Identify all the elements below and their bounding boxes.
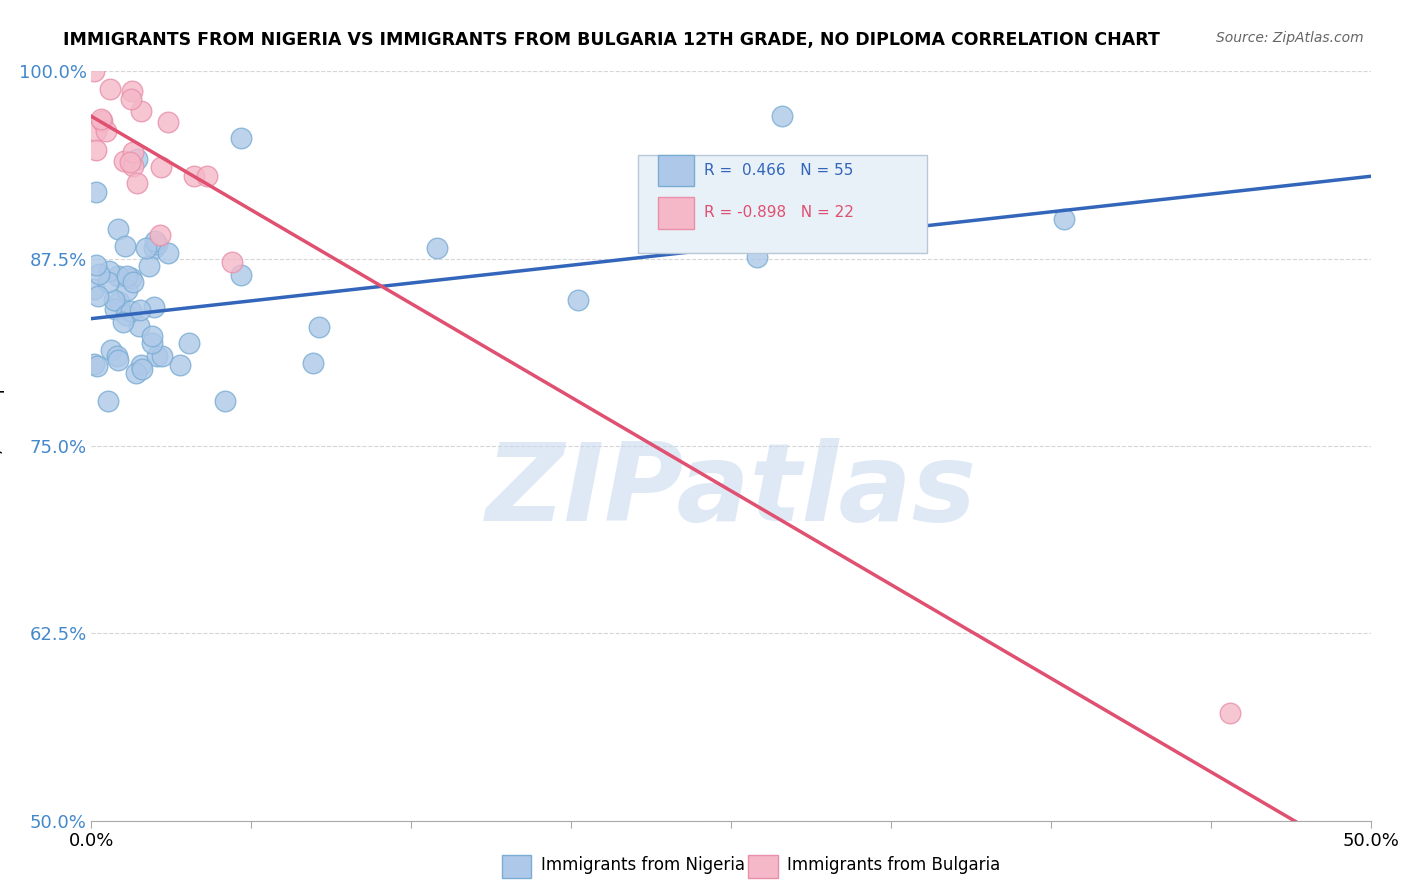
Text: Source: ZipAtlas.com: Source: ZipAtlas.com (1216, 31, 1364, 45)
Point (229, 268, 252, 283)
Point (107, 268, 129, 283)
Point (97, 264, 120, 278)
Point (125, 366, 148, 380)
Point (127, 176, 149, 190)
Y-axis label: 12th Grade, No Diploma: 12th Grade, No Diploma (0, 336, 4, 556)
Point (96, 394, 118, 409)
Point (127, 152, 149, 166)
Point (177, 335, 200, 350)
FancyBboxPatch shape (638, 155, 927, 253)
Point (115, 268, 138, 283)
FancyBboxPatch shape (658, 154, 695, 186)
Point (100, 82, 122, 96)
Point (120, 304, 142, 318)
Text: ZIPatlas: ZIPatlas (485, 438, 977, 544)
Point (115, 308, 138, 322)
Point (90, 112, 112, 127)
Point (128, 303, 150, 318)
Point (86, 258, 108, 272)
Point (120, 92, 142, 106)
Point (131, 361, 153, 376)
Point (97, 275, 120, 289)
Point (1219, 706, 1241, 720)
Point (121, 145, 143, 160)
Point (118, 155, 141, 169)
Point (121, 276, 143, 290)
Point (90, 114, 112, 128)
Point (183, 169, 205, 183)
Point (214, 394, 236, 409)
Point (84, 186, 107, 200)
Point (120, 271, 142, 285)
Point (83, 282, 105, 296)
Point (107, 294, 129, 309)
FancyBboxPatch shape (748, 855, 778, 878)
Point (87, 267, 110, 281)
Point (426, 241, 449, 255)
Point (231, 131, 253, 145)
Point (114, 239, 136, 253)
Text: R = -0.898   N = 22: R = -0.898 N = 22 (704, 205, 853, 220)
Point (112, 153, 135, 168)
Point (157, 114, 180, 128)
Point (103, 293, 125, 307)
Point (169, 358, 191, 372)
Point (100, 343, 122, 357)
Point (770, 109, 793, 123)
Point (84, 143, 107, 157)
Point (105, 349, 128, 363)
Point (107, 222, 129, 236)
Point (302, 356, 325, 370)
Point (141, 329, 163, 343)
Point (115, 283, 138, 297)
FancyBboxPatch shape (502, 855, 531, 878)
Text: Immigrants from Bulgaria: Immigrants from Bulgaria (787, 856, 1001, 874)
Point (156, 246, 179, 260)
Point (146, 236, 169, 251)
Text: R =  0.466   N = 55: R = 0.466 N = 55 (704, 162, 853, 178)
Point (86, 359, 108, 373)
Point (128, 319, 150, 334)
Point (94, 124, 117, 138)
Point (138, 259, 160, 273)
Point (135, 241, 157, 255)
Point (146, 349, 169, 363)
Point (567, 293, 589, 307)
Point (745, 251, 768, 265)
Point (142, 241, 165, 255)
Point (87, 288, 110, 302)
Point (129, 104, 152, 119)
Point (129, 358, 152, 372)
Point (112, 315, 135, 329)
Point (143, 235, 166, 249)
Point (195, 169, 218, 183)
Point (152, 349, 174, 363)
Point (107, 353, 129, 368)
FancyBboxPatch shape (658, 197, 695, 228)
Point (149, 227, 172, 242)
Point (221, 255, 243, 269)
Point (142, 300, 165, 314)
Point (121, 159, 143, 173)
Text: Immigrants from Nigeria: Immigrants from Nigeria (541, 856, 745, 874)
Point (141, 335, 163, 350)
Point (104, 302, 127, 317)
Point (308, 319, 330, 334)
Point (83, 64, 105, 78)
Point (83, 357, 105, 371)
Point (84, 123, 107, 137)
Text: IMMIGRANTS FROM NIGERIA VS IMMIGRANTS FROM BULGARIA 12TH GRADE, NO DIPLOMA CORRE: IMMIGRANTS FROM NIGERIA VS IMMIGRANTS FR… (63, 31, 1160, 49)
Point (1053, 212, 1076, 227)
Point (121, 84, 143, 98)
Point (149, 160, 172, 174)
